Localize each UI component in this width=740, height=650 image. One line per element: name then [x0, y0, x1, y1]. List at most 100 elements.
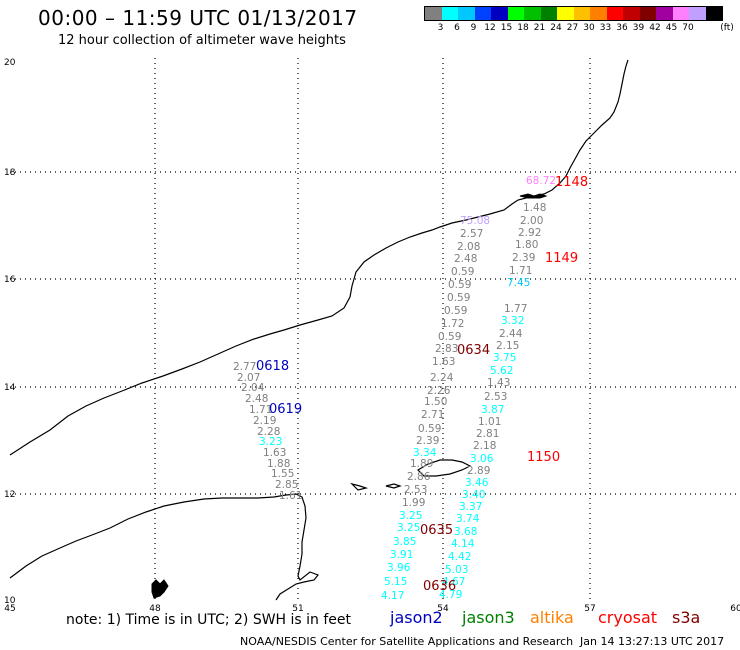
- wave-height-value: 2.26: [427, 385, 451, 397]
- x-tick-label: 60: [730, 604, 740, 614]
- y-tick-label: 14: [4, 383, 16, 393]
- x-tick-label: 57: [584, 604, 595, 614]
- y-tick-label: 18: [4, 168, 16, 178]
- color-legend: 3 6 9 12 15 18 21 24 27 30 33 36 39 42 45 70 (ft): [424, 6, 734, 35]
- wave-height-value: 2.44: [499, 328, 523, 340]
- track-pass-label: 1148: [555, 175, 588, 190]
- wave-height-value: 2.00: [520, 215, 543, 227]
- legend-tick-label: 24: [550, 23, 562, 33]
- y-tick-label: 16: [4, 275, 16, 285]
- wave-height-value: 2.83: [435, 343, 458, 355]
- wave-height-value: 0.59: [418, 423, 441, 435]
- wave-height-value: 2.85: [275, 479, 298, 491]
- legend-tick-label: 18: [517, 23, 529, 33]
- wave-height-value: 3.23: [259, 436, 282, 448]
- wave-height-value: 2.92: [518, 227, 541, 239]
- wave-height-value: 2.24: [430, 372, 454, 384]
- legend-tick-label: 33: [599, 23, 612, 33]
- page-subtitle: 12 hour collection of altimeter wave hei…: [58, 33, 346, 48]
- legend-labels: 3 6 9 12 15 18 21 24 27 30 33 36 39 42 45 70 (ft): [424, 21, 734, 35]
- legend-swatch: [639, 7, 656, 20]
- wave-height-value: 4.14: [451, 538, 475, 550]
- wave-height-value: 0.59: [444, 305, 467, 317]
- legend-swatch: [491, 7, 508, 20]
- wave-height-value: 4.17: [381, 590, 404, 602]
- legend-swatch: [540, 7, 557, 20]
- satellite-jason2-label: jason2: [390, 608, 443, 627]
- socotra-island: [417, 459, 472, 477]
- wave-height-value: 2.08: [457, 241, 480, 253]
- maldives-reef: [151, 579, 169, 599]
- wave-height-value: 3.75: [493, 352, 516, 364]
- satellite-jason3-label: jason3: [462, 608, 515, 627]
- legend-tick-label: 6: [454, 23, 460, 33]
- wave-height-value: 2.15: [496, 340, 519, 352]
- legend-tick-label: 30: [583, 23, 595, 33]
- wave-height-value: 3.34: [413, 447, 437, 459]
- coastline-arabian-peninsula: [9, 59, 629, 456]
- legend-tick-label: 42: [649, 23, 661, 33]
- legend-tick-label: 36: [616, 23, 628, 33]
- footer-timestamp: Jan 14 13:27:13 UTC 2017: [580, 635, 725, 648]
- wave-height-value: 4.79: [439, 589, 462, 601]
- legend-tick-label: 9: [470, 23, 477, 33]
- masirah-island: [519, 193, 548, 199]
- wave-height-value: 3.37: [459, 501, 482, 513]
- wave-height-value: 0.59: [438, 331, 461, 343]
- wave-height-value: 68.72: [526, 175, 556, 187]
- wave-height-value: 5.15: [384, 576, 407, 588]
- x-tick-label: 48: [149, 604, 161, 614]
- wave-height-value: 1.71: [509, 265, 532, 277]
- wave-height-value: 2.77: [233, 361, 256, 373]
- legend-tick-label: 70: [682, 23, 694, 33]
- track-pass-label: 0634: [457, 343, 490, 358]
- wave-height-value: 4.67: [442, 576, 465, 588]
- legend-swatch: [656, 7, 673, 20]
- wave-height-value: 1.01: [478, 416, 501, 428]
- wave-height-value: 3.68: [454, 526, 477, 538]
- wave-height-value: 1.63: [263, 447, 286, 459]
- x-tick-label: 54: [437, 604, 449, 614]
- wave-height-value: 2.86: [407, 471, 431, 483]
- wave-height-value: 3.87: [481, 404, 504, 416]
- legend-tick-label: 12: [484, 23, 496, 33]
- x-tick-label: 51: [292, 604, 303, 614]
- legend-swatch: [689, 7, 706, 20]
- wave-height-value: 2.89: [467, 465, 490, 477]
- wave-height-value: 2.39: [416, 435, 439, 447]
- legend-swatch: [474, 7, 491, 20]
- wave-height-value: 1.61: [279, 490, 302, 502]
- wave-height-value: 0.59: [447, 292, 470, 304]
- wave-height-value: 1.80: [515, 239, 538, 251]
- wave-height-value: 2.81: [476, 428, 499, 440]
- legend-swatch: [524, 7, 541, 20]
- legend-swatch: [458, 7, 475, 20]
- track-pass-labels: 1148 1149 1150 0618 0619 0634 0635 0636: [256, 175, 588, 594]
- wave-height-value: 2.04: [241, 382, 265, 394]
- abd-al-kuri-island: [385, 483, 402, 489]
- x-tick-label: 45: [4, 604, 15, 614]
- legend-swatch: [441, 7, 458, 20]
- wave-height-value: 2.48: [454, 253, 477, 265]
- wave-height-value: 1.72: [441, 318, 464, 330]
- lat-lon-grid: 45 48 51 54 57 60 10 12 14 16 18 20: [4, 58, 740, 614]
- wave-height-labels: 2.772.072.042.481.712.192.283.231.631.88…: [233, 175, 556, 602]
- legend-tick-label: 3: [437, 23, 444, 33]
- wave-height-value: 3.46: [465, 477, 489, 489]
- satellite-s3a-label: s3a: [672, 608, 701, 627]
- wave-height-value: 1.63: [432, 356, 455, 368]
- track-pass-label: 0635: [420, 523, 453, 538]
- wave-height-value: 1.71: [249, 404, 272, 416]
- wave-height-value: 4.42: [448, 551, 471, 563]
- track-pass-label: 0619: [269, 402, 302, 417]
- wave-height-value: 2.53: [484, 391, 507, 403]
- wave-height-value: 3.32: [501, 315, 524, 327]
- legend-swatch: [573, 7, 590, 20]
- page-title: 00:00 – 11:59 UTC 01/13/2017: [38, 6, 358, 30]
- legend-swatch: [507, 7, 524, 20]
- wave-height-value: 3.40: [462, 489, 485, 501]
- wave-height-value: 1.48: [523, 202, 546, 214]
- track-pass-label: 0636: [423, 579, 456, 594]
